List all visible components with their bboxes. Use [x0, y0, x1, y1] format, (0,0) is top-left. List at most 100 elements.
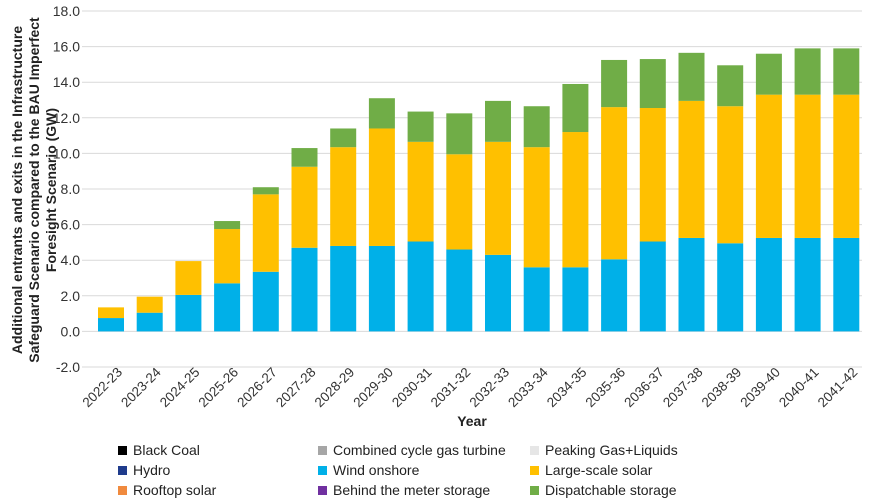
bar-segment	[523, 147, 550, 268]
legend-label: Wind onshore	[333, 462, 420, 478]
y-tick-label: 4.0	[61, 252, 81, 268]
bar-segment	[678, 237, 705, 332]
bar-segment	[175, 261, 202, 295]
bar-segment	[330, 147, 357, 246]
bar-segment	[330, 245, 357, 332]
x-axis-title: Year	[457, 413, 487, 429]
legend-label: Rooftop solar	[133, 482, 217, 498]
bar-segment	[485, 100, 511, 142]
x-tick-label: 2041-42	[815, 365, 861, 411]
bar-segment	[485, 254, 511, 332]
bar-segment	[446, 113, 473, 155]
y-axis-title-line: Foresight Scenario (GW)	[43, 108, 59, 272]
bar-segment	[446, 249, 473, 332]
bar-segment	[717, 65, 744, 107]
x-tick-label: 2037-38	[660, 365, 706, 411]
bar-segment	[407, 111, 434, 142]
bar-segment	[794, 237, 821, 332]
bar-segment	[136, 296, 163, 313]
y-tick-label: -2.0	[56, 359, 80, 375]
legend-item: Dispatchable storage	[530, 481, 730, 499]
y-axis-ticks: -2.0 0.0 2.0 4.0 6.0 8.0 10.0 12.0 14.0 16.0 18.0	[53, 3, 80, 375]
y-tick-label: 16.0	[53, 39, 80, 55]
bar-segment	[562, 267, 589, 332]
bar-segment	[562, 132, 589, 268]
x-tick-label: 2035-36	[583, 365, 629, 411]
bar-segment	[291, 148, 318, 167]
bar-segment	[252, 271, 279, 332]
bar-segment	[523, 106, 550, 148]
legend-swatch	[530, 465, 539, 475]
bar-segment	[368, 98, 395, 129]
x-tick-label: 2032-33	[466, 365, 512, 411]
y-tick-label: 6.0	[61, 217, 81, 233]
bar-segment	[601, 59, 628, 108]
bars	[98, 48, 860, 332]
bar-segment	[291, 166, 318, 248]
bar-segment	[214, 229, 241, 284]
y-axis-title-line: Additional entrants and exits in the Inf…	[9, 26, 25, 354]
bar-segment	[98, 318, 124, 332]
legend-label: Large-scale solar	[545, 462, 653, 478]
bar-segment	[330, 128, 357, 148]
legend-item: Black Coal	[118, 441, 318, 459]
bar-segment	[214, 221, 241, 230]
legend-label: Hydro	[133, 462, 171, 478]
x-tick-label: 2040-41	[776, 365, 822, 411]
bar-segment	[755, 53, 782, 95]
legend-label: Black Coal	[133, 442, 200, 458]
bar-segment	[601, 107, 628, 260]
x-tick-label: 2023-24	[118, 364, 164, 410]
y-tick-label: 18.0	[53, 3, 80, 19]
legend-swatch	[318, 465, 327, 475]
bar-segment	[639, 108, 666, 242]
legend-item: Rooftop solar	[118, 481, 318, 499]
x-tick-label: 2024-25	[157, 365, 203, 411]
stacked-bar-chart: -2.00.02.04.06.08.010.012.014.016.018.0 …	[9, 3, 862, 429]
legend-item: Peaking Gas+Liquids	[530, 441, 730, 459]
bar-segment	[833, 237, 860, 332]
bar-segment	[601, 259, 628, 332]
x-tick-label: 2033-34	[505, 364, 551, 410]
bar-segment	[639, 59, 666, 109]
bar-segment	[717, 243, 744, 332]
x-axis-ticks: 2022-232023-242024-252025-262026-272027-…	[79, 364, 860, 410]
bar-segment	[407, 241, 434, 332]
legend-label: Peaking Gas+Liquids	[545, 442, 678, 458]
legend-item: Hydro	[118, 461, 318, 479]
bar-segment	[291, 247, 318, 332]
bar-segment	[136, 312, 163, 332]
bar-segment	[833, 94, 860, 238]
bar-segment	[678, 52, 705, 101]
bar-segment	[755, 237, 782, 332]
legend-item: Combined cycle gas turbine	[318, 441, 530, 459]
x-tick-label: 2039-40	[737, 365, 783, 411]
bar-segment	[717, 106, 744, 244]
x-tick-label: 2030-31	[389, 365, 435, 411]
legend-item: Behind the meter storage	[318, 481, 530, 499]
x-tick-label: 2022-23	[79, 365, 125, 411]
y-tick-label: 14.0	[53, 74, 80, 90]
y-tick-label: 8.0	[61, 181, 81, 197]
legend-swatch	[318, 485, 327, 495]
x-tick-label: 2028-29	[312, 365, 358, 411]
x-tick-label: 2038-39	[699, 365, 745, 411]
x-tick-label: 2031-32	[428, 365, 474, 411]
y-tick-label: 2.0	[61, 288, 81, 304]
bar-segment	[678, 100, 705, 238]
bar-segment	[98, 307, 124, 319]
legend-swatch	[118, 445, 127, 455]
y-tick-label: 12.0	[53, 110, 80, 126]
bar-segment	[252, 187, 279, 195]
bar-segment	[794, 48, 821, 95]
y-tick-label: 10.0	[53, 145, 80, 161]
bar-segment	[446, 154, 473, 250]
bar-segment	[407, 141, 434, 242]
bar-segment	[368, 245, 395, 332]
bar-segment	[755, 94, 782, 238]
x-tick-label: 2029-30	[350, 365, 396, 411]
y-axis-title: Additional entrants and exits in the Inf…	[9, 17, 59, 363]
legend-swatch	[318, 445, 327, 455]
legend-item: Wind onshore	[318, 461, 530, 479]
x-tick-label: 2026-27	[234, 365, 280, 411]
